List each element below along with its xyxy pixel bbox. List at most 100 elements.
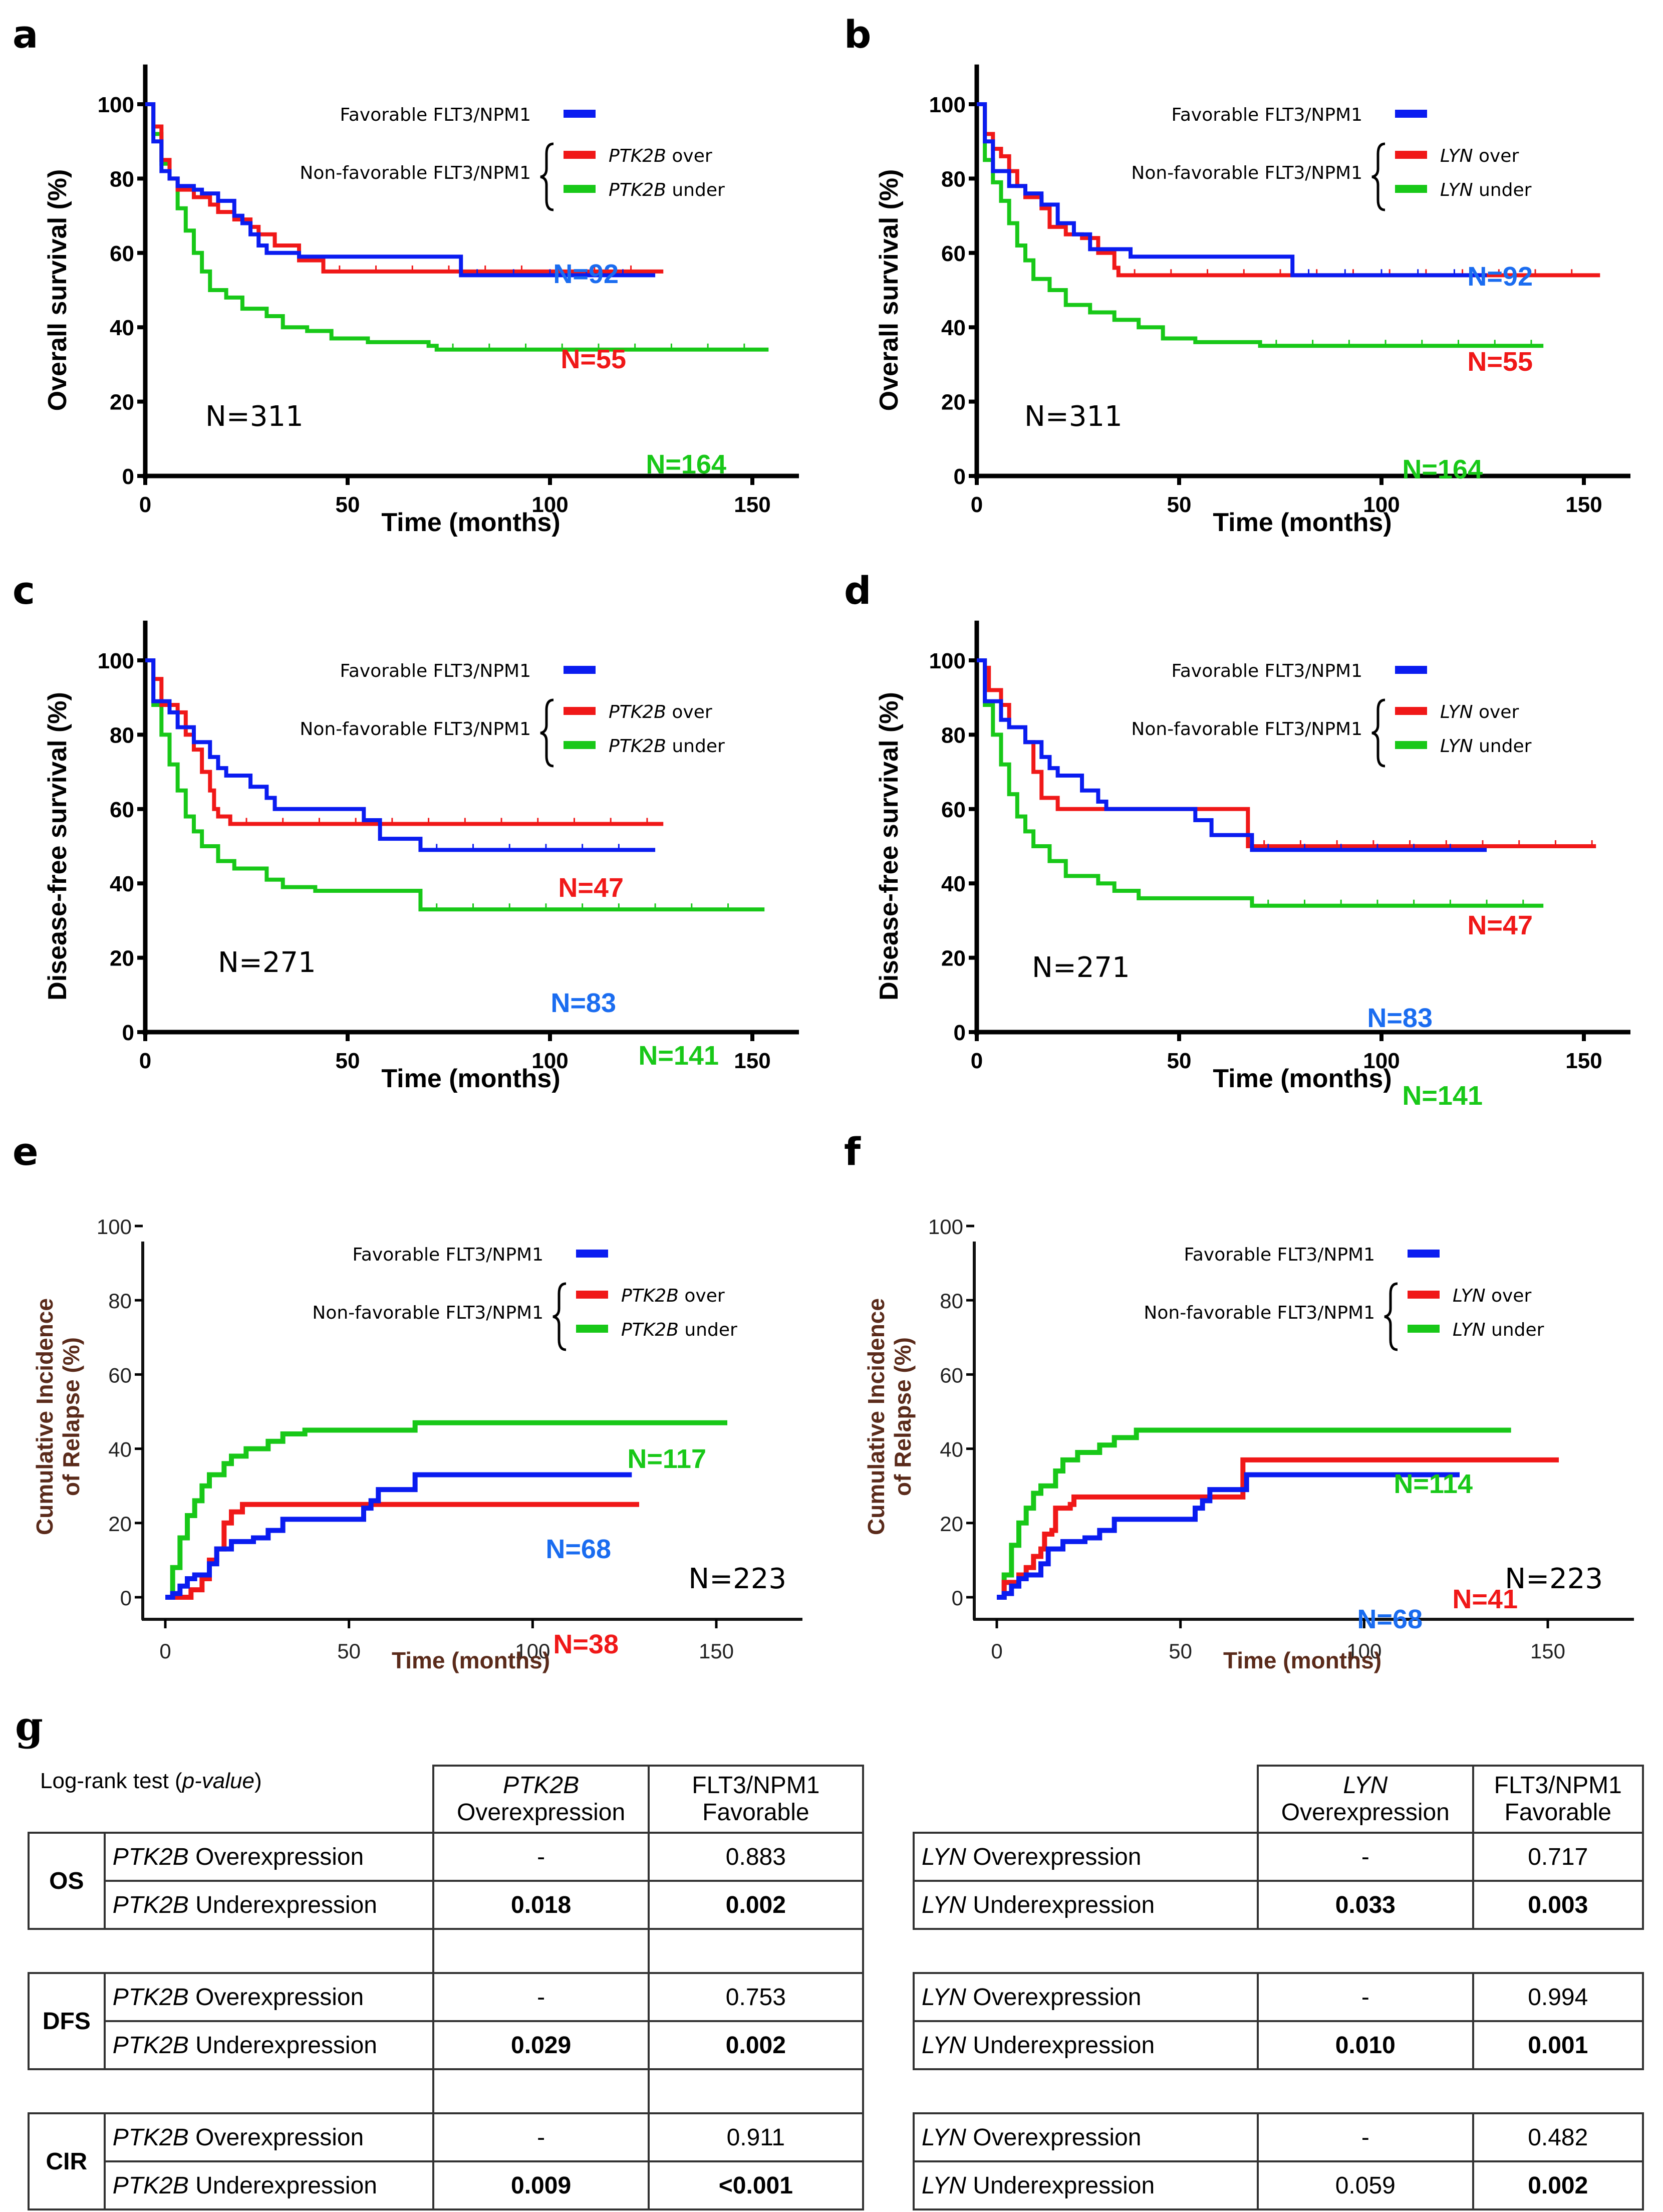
series-line-favorable [145,658,656,852]
legend-label-over: LYN over [1440,146,1519,166]
legend-gene-name: PTK2B [609,146,666,166]
y-tick-label: 40 [941,316,966,340]
table-row: LYN Overexpression -0.482 [912,2112,1644,2162]
legend-swatch-favorable [564,666,596,674]
x-tick-label: 0 [139,493,151,517]
y-axis-title-line2: of Relapse (%) [890,1337,916,1496]
table-row: LYN Overexpression -0.717 [912,1832,1644,1882]
n-label-favorable: N=68 [545,1534,611,1564]
y-tick-label: 100 [98,93,134,117]
row-gene-name: PTK2B [112,1984,189,2011]
x-tick-label: 50 [1167,1049,1192,1073]
header-flt3: FLT3/NPM1 [1494,1772,1622,1799]
series-line-over [997,1457,1559,1600]
n-label-under: N=117 [627,1444,706,1474]
header-overexpression: Overexpression [457,1799,626,1826]
y-tick-label: 20 [108,1512,132,1536]
n-label-favorable: N=83 [550,988,616,1018]
row-gene-name: PTK2B [112,2172,189,2199]
y-tick-label: 40 [110,316,134,340]
series-line-over [145,658,664,826]
row-label: Overexpression [966,1984,1142,2011]
n-label-favorable: N=92 [1467,262,1533,292]
legend-label-nonfavorable: Non-favorable FLT3/NPM1 [1144,1303,1375,1323]
legend-swatch-over [564,151,596,159]
row-gene-name: LYN [922,2032,966,2059]
table-row: LYN Overexpression -0.994 [912,1972,1644,2022]
legend-label-favorable: Favorable FLT3/NPM1 [340,105,531,125]
series-line-favorable [165,1472,632,1600]
legend-brace-icon [1384,1282,1398,1351]
row-label: Underexpression [966,1891,1155,1918]
x-tick-label: 50 [336,493,360,517]
y-tick-label: 60 [941,241,966,266]
legend-swatch-under [1395,185,1427,193]
row-label-cell: LYN Underexpression [912,1880,1259,1930]
n-label-favorable: N=92 [553,259,619,289]
logrank-table-section: g Log-rank test (p-value) PTK2B Overexpre… [0,1698,1663,2212]
legend-gene-name: PTK2B [609,180,666,200]
panel-letter-c: c [13,568,35,613]
chart-svg-a: a 0 20 40 60 80 100 0 50 100 150 Time (months) Overa… [13,12,799,537]
y-tick-label: 80 [108,1289,132,1313]
n-label-under: N=164 [1402,454,1483,484]
x-tick-label: 150 [1565,493,1602,517]
series-line-favorable [145,102,656,278]
spacer-cell [432,2069,650,2113]
x-tick-label: 50 [336,1049,360,1073]
n-total-label: N=271 [1032,951,1130,984]
series-line-over [145,102,664,274]
spacer-cell [647,1929,865,1973]
legend-brace-icon [1371,698,1385,768]
pvalue-flt3-favorable: 0.002 [647,2020,865,2070]
y-tick-label: 60 [110,798,134,822]
legend-direction: under [666,180,725,200]
header-gene: LYN [1343,1772,1388,1799]
legend-brace-icon [1371,142,1385,211]
panel-e-cumulative-incidence-relapse-ptk2b: e 0 20 40 60 80 100 0 50 100 150 Time (months) Cumul… [0,1117,831,1673]
legend-label-favorable: Favorable FLT3/NPM1 [1184,1245,1375,1265]
row-label-cell: LYN Overexpression [912,1832,1259,1882]
x-tick-label: 0 [159,1639,171,1663]
spacer-cell [29,1929,433,1973]
legend-label-over: PTK2B over [609,702,712,722]
y-tick-label: 0 [122,1021,134,1045]
legend-gene-name: LYN [1440,180,1473,200]
table-row: PTK2B Underexpression 0.009 <0.001 [29,2160,865,2210]
x-tick-label: 50 [337,1639,361,1663]
legend-gene-name: PTK2B [621,1286,679,1306]
legend-label-under: LYN under [1440,736,1532,757]
row-label: Underexpression [188,2032,377,2059]
y-tick-label: 60 [108,1363,132,1387]
table-row: PTK2B Underexpression 0.029 0.002 [29,2020,865,2070]
legend-label-under: PTK2B under [609,180,725,200]
y-axis-title: Overall survival (%) [43,169,72,411]
pvalue-flt3-favorable: 0.883 [647,1832,865,1882]
legend-label-nonfavorable: Non-favorable FLT3/NPM1 [300,719,531,740]
panel-letter-b: b [844,12,871,57]
panel-letter-d: d [844,568,871,613]
header-flt3: FLT3/NPM1 [692,1772,820,1799]
row-label-cell: LYN Overexpression [912,2112,1259,2162]
panel-c-disease-free-survival-ptk2b: c 0 20 40 60 80 100 0 50 100 150 Time (months) Disea… [0,556,831,1107]
y-tick-label: 40 [940,1438,963,1461]
header-favorable: Favorable [1504,1799,1611,1826]
legend-label-over: PTK2B over [621,1286,725,1306]
series-line-under [145,102,769,352]
row-label: Overexpression [966,1843,1142,1870]
y-tick-label: 80 [110,723,134,748]
series-line-under [145,658,765,912]
legend-direction: under [1486,1320,1544,1340]
legend-swatch-over [564,707,596,715]
pvalue-flt3-favorable: 0.003 [1472,1880,1644,1930]
legend-swatch-under [1408,1325,1440,1333]
row-label-cell: LYN Underexpression [912,2020,1259,2070]
legend-swatch-favorable [1395,110,1427,118]
chart-svg-d: d 0 20 40 60 80 100 0 50 100 150 Time (months) Disea… [844,568,1630,1111]
row-label: Overexpression [188,2124,364,2151]
series-line-under [977,102,1544,348]
table-row: LYN Underexpression 0.059 0.002 [912,2160,1644,2210]
panel-f-cumulative-incidence-relapse-lyn: f 0 20 40 60 80 100 0 50 100 150 Time (months) Cumul… [831,1117,1663,1673]
legend-brace-icon [552,1282,567,1351]
header-flt3-npm1-favorable: FLT3/NPM1 Favorable [647,1765,865,1834]
